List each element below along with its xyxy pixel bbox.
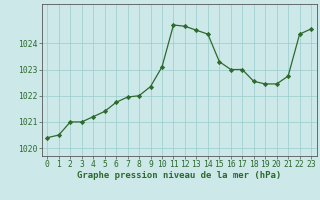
X-axis label: Graphe pression niveau de la mer (hPa): Graphe pression niveau de la mer (hPa) (77, 171, 281, 180)
